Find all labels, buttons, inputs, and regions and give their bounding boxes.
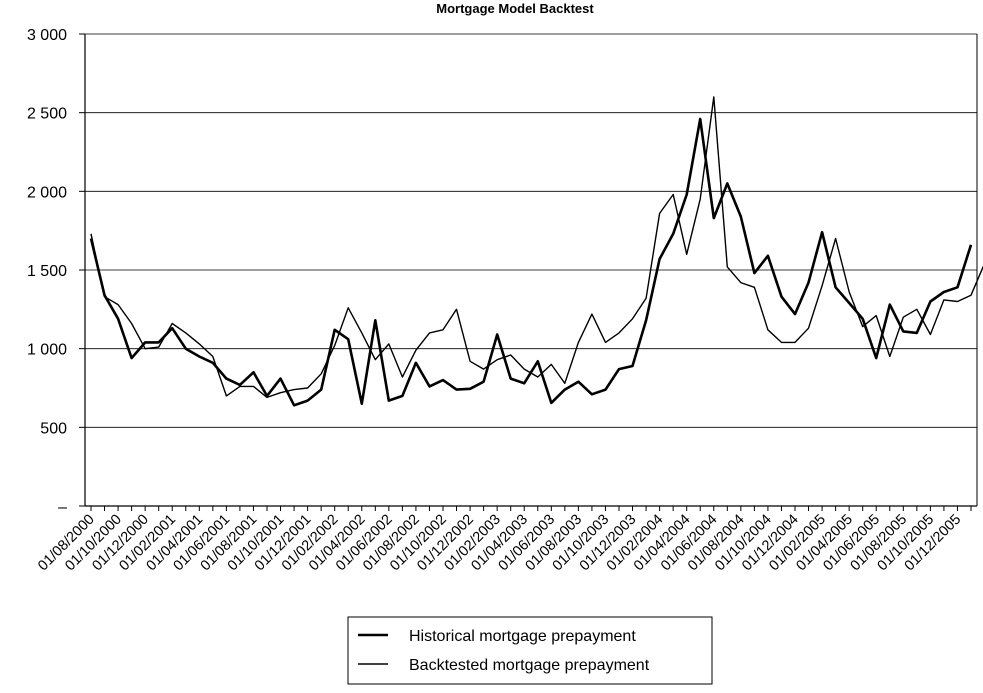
legend: Historical mortgage prepayment Backtested…: [347, 616, 713, 685]
y-axis-ticks: 3 000 2 500 2 000 1 500 1 000 500 –: [27, 27, 85, 516]
y-tick-label: 2 500: [27, 106, 67, 123]
series-layer: [89, 96, 983, 407]
y-tick-label: 2 000: [27, 184, 67, 201]
series-line-backtested: [90, 96, 983, 399]
legend-label: Historical mortgage prepayment: [409, 628, 636, 645]
y-tick-label: –: [58, 499, 67, 516]
series-line-historical: [89, 117, 973, 407]
y-tick-label: 1 000: [27, 342, 67, 359]
y-tick-label: 1 500: [27, 263, 67, 280]
x-axis-ticks: 01/08/200001/10/200001/12/200001/02/2001…: [35, 506, 972, 574]
legend-box: [347, 616, 713, 685]
gridlines: [85, 33, 977, 428]
chart-title: Mortgage Model Backtest: [436, 1, 594, 16]
y-tick-label: 3 000: [27, 27, 67, 44]
legend-label: Backtested mortgage prepayment: [409, 657, 650, 674]
axes: [84, 34, 978, 507]
y-tick-label: 500: [40, 420, 67, 437]
